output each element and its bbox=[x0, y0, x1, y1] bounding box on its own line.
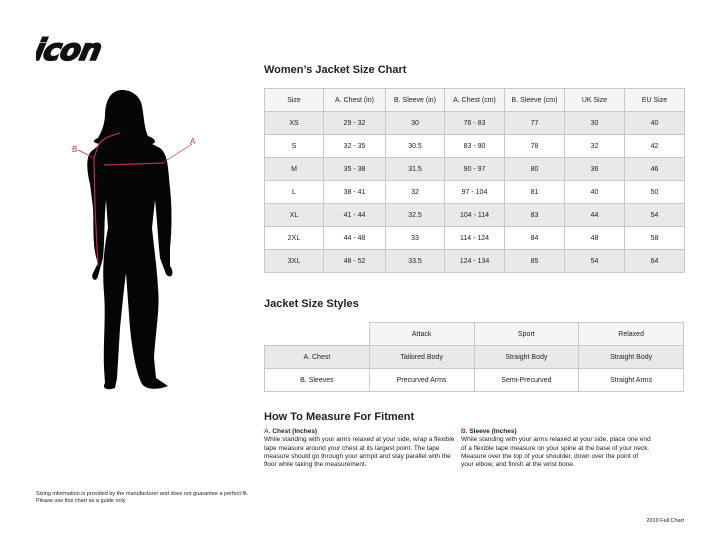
size-chart-table: Size A. Chest (in) B. Sleeve (in) A. Chest … bbox=[264, 88, 685, 273]
sleeve-instructions: B. Sleeve (Inches) While standing with y… bbox=[461, 428, 651, 469]
table-cell: 33 bbox=[385, 226, 445, 250]
table-cell: 50 bbox=[624, 180, 685, 204]
table-cell: 80 bbox=[504, 157, 565, 181]
chest-letter: A. bbox=[264, 428, 271, 435]
table-cell: L bbox=[264, 180, 324, 204]
table-row: 3XL 48 - 52 33.5 124 - 134 85 54 64 bbox=[264, 249, 685, 273]
column-header: B. Sleeve (cm) bbox=[504, 88, 565, 112]
sleeve-letter: B. bbox=[461, 428, 468, 435]
table-cell: 76 - 83 bbox=[444, 111, 505, 135]
table-cell: Precurved Arms bbox=[368, 368, 475, 392]
table-cell: 2XL bbox=[264, 226, 324, 250]
table-cell: XS bbox=[264, 111, 324, 135]
woman-silhouette-figure: B A bbox=[72, 90, 196, 390]
table-cell: 54 bbox=[624, 203, 685, 227]
table-cell: 40 bbox=[564, 180, 625, 204]
table-row: 2XL 44 - 48 33 114 - 124 84 48 58 bbox=[264, 226, 685, 250]
disclaimer: Sizing information is provided by the ma… bbox=[36, 491, 248, 505]
sleeve-heading: Sleeve (Inches) bbox=[469, 428, 517, 435]
table-cell: S bbox=[264, 134, 324, 158]
label-b: B bbox=[72, 145, 77, 154]
column-header: A. Chest (in) bbox=[323, 88, 386, 112]
table-cell: M bbox=[264, 157, 324, 181]
table-cell: 46 bbox=[624, 157, 685, 181]
column-header: Size bbox=[264, 88, 324, 112]
table-cell: 97 - 104 bbox=[444, 180, 505, 204]
table-cell: Straight Body bbox=[473, 345, 580, 369]
table-cell: 77 bbox=[504, 111, 565, 135]
table-cell: 31.5 bbox=[385, 157, 445, 181]
column-header: UK Size bbox=[564, 88, 625, 112]
table-cell: 114 - 124 bbox=[444, 226, 505, 250]
table-cell: 78 bbox=[504, 134, 565, 158]
table-cell: 32 bbox=[564, 134, 625, 158]
column-header bbox=[264, 322, 370, 346]
table-cell: 29 - 32 bbox=[323, 111, 386, 135]
table-cell: 83 - 90 bbox=[444, 134, 505, 158]
column-header: EU Size bbox=[624, 88, 685, 112]
table-cell: 64 bbox=[624, 249, 685, 273]
chest-text: While standing with your arms relaxed at… bbox=[264, 436, 455, 469]
table-cell: 84 bbox=[504, 226, 565, 250]
disclaimer-line-2: Please use this chart as a guide only bbox=[36, 498, 126, 504]
table-cell: Semi-Precurved bbox=[473, 368, 580, 392]
table-cell: 104 - 114 bbox=[444, 203, 505, 227]
measure-title: How To Measure For Fitment bbox=[264, 411, 415, 423]
svg-text:icon: icon bbox=[36, 34, 104, 66]
table-cell: 48 - 52 bbox=[323, 249, 386, 273]
table-cell: 40 bbox=[624, 111, 685, 135]
table-cell: 35 - 38 bbox=[323, 157, 386, 181]
table-cell: 48 bbox=[564, 226, 625, 250]
table-cell: 33.5 bbox=[385, 249, 445, 273]
column-header: B. Sleeve (in) bbox=[385, 88, 445, 112]
disclaimer-line-1: Sizing information is provided by the ma… bbox=[36, 491, 249, 497]
table-row: S 32 - 35 30.5 83 - 90 78 32 42 bbox=[264, 134, 685, 158]
table-cell: 30.5 bbox=[385, 134, 445, 158]
table-cell: 58 bbox=[624, 226, 685, 250]
table-row: L 38 - 41 32 97 - 104 81 40 50 bbox=[264, 180, 685, 204]
table-cell: 41 - 44 bbox=[323, 203, 386, 227]
table-cell: 30 bbox=[385, 111, 445, 135]
table-row: B. Sleeves Precurved Arms Semi-Precurved St… bbox=[264, 368, 684, 392]
table-cell: 3XL bbox=[264, 249, 324, 273]
column-header: Relaxed bbox=[578, 322, 684, 346]
table-cell: 90 - 97 bbox=[444, 157, 505, 181]
sleeve-text: While standing with your arms relaxed at… bbox=[461, 436, 651, 469]
column-header: Sport bbox=[473, 322, 580, 346]
chest-heading: Chest (Inches) bbox=[272, 428, 318, 435]
column-header: A. Chest (cm) bbox=[444, 88, 505, 112]
table-cell: 85 bbox=[504, 249, 565, 273]
table-cell: 44 bbox=[564, 203, 625, 227]
styles-table: Attack Sport Relaxed A. Chest Tailored Body… bbox=[264, 322, 684, 392]
size-chart-title: Women’s Jacket Size Chart bbox=[264, 64, 407, 76]
table-cell: A. Chest bbox=[264, 345, 370, 369]
table-cell: 54 bbox=[564, 249, 625, 273]
icon-logo: icon bbox=[36, 34, 105, 66]
table-cell: 32 bbox=[385, 180, 445, 204]
table-cell: 32.5 bbox=[385, 203, 445, 227]
table-cell: Straight Body bbox=[578, 345, 684, 369]
edition-label: 2019 Fall Chart bbox=[646, 518, 684, 524]
table-cell: 42 bbox=[624, 134, 685, 158]
table-row: M 35 - 38 31.5 90 - 97 80 36 46 bbox=[264, 157, 685, 181]
table-cell: 30 bbox=[564, 111, 625, 135]
table-row: A. Chest Tailored Body Straight Body Straig… bbox=[264, 345, 684, 369]
column-header: Attack bbox=[368, 322, 475, 346]
table-cell: 36 bbox=[564, 157, 625, 181]
table-row: XL 41 - 44 32.5 104 - 114 83 44 54 bbox=[264, 203, 685, 227]
table-cell: 124 - 134 bbox=[444, 249, 505, 273]
table-cell: 32 - 35 bbox=[323, 134, 386, 158]
label-a: A bbox=[190, 137, 196, 146]
table-row: XS 29 - 32 30 76 - 83 77 30 40 bbox=[264, 111, 685, 135]
table-cell: XL bbox=[264, 203, 324, 227]
table-cell: 83 bbox=[504, 203, 565, 227]
table-cell: B. Sleeves bbox=[264, 368, 370, 392]
table-cell: 81 bbox=[504, 180, 565, 204]
styles-title: Jacket Size Styles bbox=[264, 298, 359, 310]
chest-instructions: A. Chest (Inches) While standing with yo… bbox=[264, 428, 464, 469]
table-cell: Straight Arms bbox=[578, 368, 684, 392]
table-cell: 38 - 41 bbox=[323, 180, 386, 204]
table-cell: Tailored Body bbox=[368, 345, 475, 369]
table-cell: 44 - 48 bbox=[323, 226, 386, 250]
